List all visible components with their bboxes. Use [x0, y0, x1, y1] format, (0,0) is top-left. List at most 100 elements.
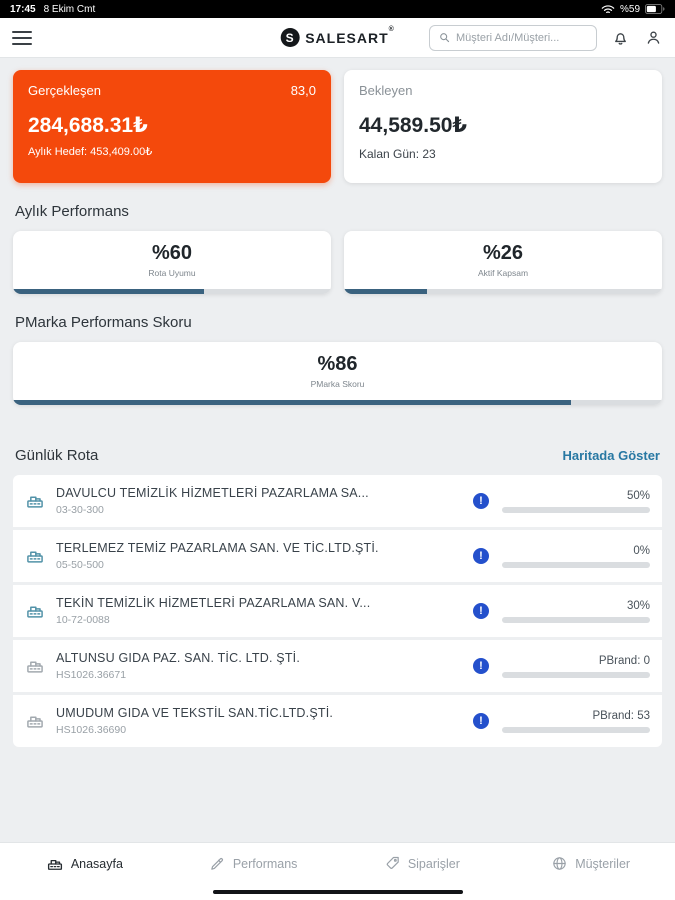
info-icon[interactable]: ! — [473, 548, 489, 564]
monthly-target: Aylık Hedef: 453,409.00₺ — [28, 146, 153, 158]
realized-card[interactable]: Gerçekleşen 83,0 284,688.31₺ Aylık Hedef… — [13, 70, 331, 183]
pmarka-score-caption: PMarka Skoru — [310, 379, 365, 389]
remaining-days: Kalan Gün: 23 — [359, 147, 436, 161]
daily-route-list: DAVULCU TEMİZLİK HİZMETLERİ PAZARLAMA SA… — [13, 475, 662, 747]
info-icon[interactable]: ! — [473, 658, 489, 674]
progress-label: 30% — [626, 599, 650, 612]
home-strip — [0, 884, 675, 900]
route-customer-row[interactable]: TEKİN TEMİZLİK HİZMETLERİ PAZARLAMA SAN.… — [13, 585, 662, 637]
progress-label: PBrand: 53 — [592, 709, 650, 722]
battery-icon — [645, 4, 665, 14]
realized-amount: 284,688.31₺ — [28, 114, 148, 137]
visit-progress: 30% — [500, 600, 650, 623]
customer-name: TERLEMEZ TEMİZ PAZARLAMA SAN. VE TİC.LTD… — [56, 541, 379, 555]
cash-register-icon — [25, 491, 45, 511]
search-input[interactable] — [456, 31, 588, 44]
logo-text: SALESART® — [305, 25, 395, 46]
customers-globe-icon — [553, 857, 566, 870]
registered-mark: ® — [388, 25, 395, 33]
info-icon[interactable]: ! — [473, 493, 489, 509]
main-content: Gerçekleşen 83,0 284,688.31₺ Aylık Hedef… — [0, 58, 675, 842]
progress-track — [502, 726, 650, 733]
app-header: S SALESART® — [0, 18, 675, 58]
nav-item-siparisler[interactable]: Siparişler — [338, 855, 507, 872]
status-date: 8 Ekim Cmt — [43, 3, 96, 15]
nav-label: Performans — [232, 856, 298, 871]
customer-search[interactable] — [429, 24, 597, 51]
visit-progress: 50% — [500, 490, 650, 513]
nav-item-performans[interactable]: Performans — [169, 855, 338, 872]
customer-name: TEKİN TEMİZLİK HİZMETLERİ PAZARLAMA SAN.… — [56, 596, 371, 610]
pending-amount: 44,589.50₺ — [359, 114, 468, 137]
app-logo: S SALESART® — [280, 25, 395, 47]
status-bar: 17:45 8 Ekim Cmt %59 — [0, 0, 675, 18]
customer-info: UMUDUM GIDA VE TEKSTİL SAN.TİC.LTD.ŞTİ. … — [56, 706, 462, 736]
cash-register-icon — [25, 546, 45, 566]
realized-badge: 83,0 — [290, 83, 316, 98]
active-coverage-value: %26 — [482, 242, 524, 264]
nav-item-anasayfa[interactable]: Anasayfa — [0, 855, 169, 873]
info-icon[interactable]: ! — [473, 603, 489, 619]
profile-icon[interactable] — [644, 28, 663, 47]
menu-icon[interactable] — [12, 30, 32, 45]
progress-fill — [13, 289, 204, 294]
progress-track — [344, 289, 662, 294]
route-customer-row[interactable]: UMUDUM GIDA VE TEKSTİL SAN.TİC.LTD.ŞTİ. … — [13, 695, 662, 747]
cash-register-icon — [25, 711, 45, 731]
cash-register-icon — [25, 656, 45, 676]
progress-track — [502, 561, 650, 568]
home-register-icon — [47, 859, 62, 870]
customer-info: TERLEMEZ TEMİZ PAZARLAMA SAN. VE TİC.LTD… — [56, 541, 462, 571]
nav-label: Siparişler — [407, 856, 460, 871]
battery-percent: %59 — [619, 3, 640, 15]
pending-card[interactable]: Bekleyen 44,589.50₺ Kalan Gün: 23 — [344, 70, 662, 183]
search-icon — [440, 33, 450, 43]
customer-code: 10-72-0088 — [56, 614, 110, 626]
active-coverage-caption: Aktif Kapsam — [477, 268, 529, 278]
route-customer-row[interactable]: ALTUNSU GIDA PAZ. SAN. TİC. LTD. ŞTİ. HS… — [13, 640, 662, 692]
daily-route-header: Günlük Rota Haritada Göster — [15, 447, 660, 464]
active-coverage-card: %26 Aktif Kapsam — [344, 231, 662, 294]
customer-info: DAVULCU TEMİZLİK HİZMETLERİ PAZARLAMA SA… — [56, 486, 462, 516]
header-actions — [429, 24, 663, 51]
progress-track — [13, 289, 331, 294]
progress-track — [502, 616, 650, 623]
home-indicator[interactable] — [212, 890, 463, 894]
status-left: 17:45 8 Ekim Cmt — [10, 4, 95, 15]
notifications-bell-icon[interactable] — [611, 28, 630, 47]
customer-code: HS1026.36690 — [56, 724, 127, 736]
pmarka-score-value: %86 — [317, 353, 358, 375]
pending-label: Bekleyen — [359, 83, 413, 98]
customer-code: 05-50-500 — [56, 559, 104, 571]
monthly-performance-title: Aylık Performans — [15, 203, 129, 220]
nav-label: Anasayfa — [70, 856, 123, 871]
customer-name: DAVULCU TEMİZLİK HİZMETLERİ PAZARLAMA SA… — [56, 486, 369, 500]
progress-fill — [13, 400, 572, 405]
progress-track — [502, 671, 650, 678]
summary-cards: Gerçekleşen 83,0 284,688.31₺ Aylık Hedef… — [13, 70, 662, 183]
logo-mark-icon: S — [280, 28, 300, 47]
customer-info: TEKİN TEMİZLİK HİZMETLERİ PAZARLAMA SAN.… — [56, 596, 462, 626]
customer-code: 03-30-300 — [56, 504, 104, 516]
nav-item-musteriler[interactable]: Müşteriler — [506, 855, 675, 872]
route-compliance-caption: Rota Uyumu — [148, 268, 196, 278]
progress-fill — [344, 289, 427, 294]
info-icon[interactable]: ! — [473, 713, 489, 729]
realized-label: Gerçekleşen — [28, 83, 101, 98]
progress-track — [502, 506, 650, 513]
bottom-nav: Anasayfa Performans Siparişler Müşterile… — [0, 842, 675, 884]
show-on-map-link[interactable]: Haritada Göster — [562, 448, 660, 463]
customer-info: ALTUNSU GIDA PAZ. SAN. TİC. LTD. ŞTİ. HS… — [56, 651, 462, 681]
customer-name: ALTUNSU GIDA PAZ. SAN. TİC. LTD. ŞTİ. — [56, 651, 301, 665]
wifi-icon — [601, 4, 615, 15]
daily-route-title: Günlük Rota — [15, 447, 99, 464]
visit-progress: PBrand: 53 — [500, 710, 650, 733]
route-customer-row[interactable]: TERLEMEZ TEMİZ PAZARLAMA SAN. VE TİC.LTD… — [13, 530, 662, 582]
progress-track — [13, 400, 662, 405]
route-compliance-value: %60 — [151, 242, 193, 264]
route-customer-row[interactable]: DAVULCU TEMİZLİK HİZMETLERİ PAZARLAMA SA… — [13, 475, 662, 527]
cash-register-icon — [25, 601, 45, 621]
progress-label: PBrand: 0 — [598, 654, 650, 667]
performance-icon — [211, 857, 223, 870]
